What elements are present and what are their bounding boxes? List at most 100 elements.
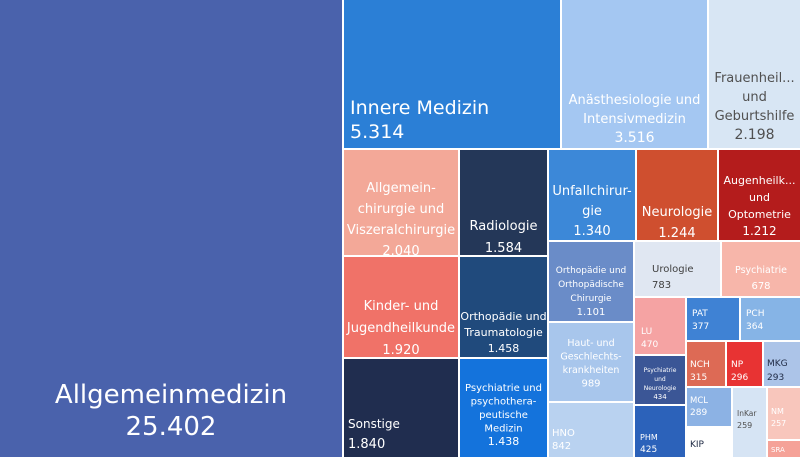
treemap-rect-orthopaedie-trauma [460, 257, 547, 357]
treemap-rect-sonstige [344, 359, 458, 457]
treemap-value-nm: 257 [771, 419, 786, 428]
treemap-label-orthopaedie-chirurgie: Orthopädische [558, 280, 624, 290]
treemap-label-psych-neuro: Psychiatrie [644, 367, 677, 374]
treemap-label-anaesthesiologie: Anästhesiologie und [569, 93, 701, 108]
treemap-label-orthopaedie-chirurgie: Orthopädie und [556, 266, 626, 276]
treemap-rect-nm [768, 388, 800, 439]
treemap-label-kinder-jugend: Kinder- und [364, 299, 439, 314]
treemap-tile-neurologie: Neurologie 1.244 [637, 150, 717, 241]
treemap-label-psychiatrie-psychotherapie: Psychiatrie und [465, 383, 542, 394]
treemap-label-unfallchirurgie: Unfallchirur- [552, 184, 632, 199]
treemap-rect-urologie [635, 242, 720, 296]
treemap-label-nm: NM [771, 407, 784, 416]
treemap-rect-kip [687, 428, 731, 457]
treemap-tile-sra: SRA [768, 441, 800, 457]
treemap-tile-hno: HNO 842 [549, 403, 633, 457]
treemap-value-mkg: 293 [767, 373, 784, 383]
treemap-label-frauenheilkunde: Geburtshilfe [715, 109, 795, 124]
treemap-tile-pat: PAT 377 [687, 298, 739, 340]
treemap-rect-allgemeinmedizin [0, 0, 342, 457]
treemap-label-orthopaedie-trauma: Traumatologie [463, 326, 543, 339]
treemap-rect-np [727, 342, 762, 386]
treemap-tile-mcl: MCL 289 [687, 388, 731, 426]
treemap-value-sonstige: 1.840 [348, 437, 385, 452]
treemap-label-frauenheilkunde: und [742, 90, 767, 105]
treemap-tile-radiologie: Radiologie 1.584 [460, 150, 547, 256]
treemap-value-np: 296 [731, 373, 748, 383]
treemap-rect-haut [549, 323, 633, 401]
treemap-tile-pch: PCH 364 [741, 298, 800, 340]
treemap-label-kip: KIP [690, 440, 705, 450]
treemap-label-allgemeinchirurgie: Allgemein- [366, 181, 436, 196]
treemap-label-psychiatrie-psychotherapie: Medizin [484, 424, 522, 435]
treemap-label-haut: krankheiten [563, 365, 620, 376]
treemap-label-allgemeinchirurgie: chirurgie und [358, 202, 444, 217]
treemap-rect-innere-medizin [344, 0, 560, 148]
treemap-label-psych-neuro: und [654, 376, 666, 383]
treemap-label-nch: NCH [690, 360, 710, 370]
treemap-label-augenheilkunde: und [749, 191, 770, 204]
treemap-tile-unfallchirurgie: Unfallchirur-gie 1.340 [549, 150, 635, 240]
treemap-tile-psychiatrie: Psychiatrie 678 [722, 242, 800, 296]
treemap-tile-inkar: InKar 259 [733, 388, 766, 457]
treemap-value-kinder-jugend: 1.920 [382, 343, 419, 358]
treemap-tile-phm: PHM 425 [635, 406, 685, 457]
treemap-label-urologie: Urologie [652, 264, 694, 275]
treemap-label-kinder-jugend: Jugendheilkunde [346, 321, 455, 336]
treemap-label-mcl: MCL [690, 396, 708, 406]
treemap-rect-nch [687, 342, 725, 386]
treemap-value-pat: 377 [692, 322, 709, 332]
treemap-tile-anaesthesiologie: Anästhesiologie und Intensivmedizin 3.516 [562, 0, 707, 148]
treemap-value-phm: 425 [640, 445, 657, 455]
treemap-label-sra: SRA [771, 446, 785, 454]
treemap-label-haut: Geschlechts- [560, 352, 621, 363]
treemap-value-augenheilkunde: 1.212 [742, 224, 776, 238]
treemap-rect-anaesthesiologie [562, 0, 707, 148]
treemap-tile-orthopaedie-trauma: Orthopädie und Traumatologie 1.458 [460, 257, 547, 357]
treemap-label-pat: PAT [692, 309, 708, 319]
treemap-rect-psychiatrie-psychotherapie [460, 359, 547, 457]
treemap-rect-mkg [764, 342, 800, 386]
treemap-tile-kinder-jugend: Kinder- und Jugendheilkunde 1.920 [344, 257, 458, 358]
treemap-value-unfallchirurgie: 1.340 [573, 224, 610, 239]
treemap-label-np: NP [731, 360, 744, 370]
treemap-value-frauenheilkunde: 2.198 [734, 127, 774, 143]
treemap-label-lu: LU [641, 327, 652, 337]
treemap-value-nch: 315 [690, 373, 707, 383]
treemap-tile-nch: NCH 315 [687, 342, 725, 386]
treemap-label-pch: PCH [746, 309, 764, 319]
treemap-value-radiologie: 1.584 [485, 241, 522, 256]
treemap-label-psychiatrie-psychotherapie: psychothera- [471, 397, 537, 408]
treemap-label-orthopaedie-chirurgie: Chirurgie [570, 294, 612, 304]
treemap-label-sonstige: Sonstige [348, 417, 400, 431]
treemap-tile-nm: NM 257 [768, 388, 800, 439]
treemap-tile-augenheilkunde: Augenheilk... und Optometrie 1.212 [719, 150, 800, 240]
treemap-value-urologie: 783 [652, 280, 671, 291]
treemap-value-mcl: 289 [690, 408, 707, 418]
treemap-tile-lu: LU 470 [635, 298, 685, 354]
treemap-value-inkar: 259 [737, 421, 752, 430]
treemap-rect-neurologie [637, 150, 717, 240]
treemap-tile-psychiatrie-psychotherapie: Psychiatrie und psychothera-peutische Medi… [460, 359, 547, 457]
treemap-value-psychiatrie-psychotherapie: 1.438 [488, 435, 520, 448]
treemap-value-allgemeinmedizin: 25.402 [126, 412, 217, 442]
treemap-tile-np: NP 296 [727, 342, 762, 386]
treemap-rect-phm [635, 406, 685, 457]
treemap-rect-pat [687, 298, 739, 340]
treemap-rect-sra [768, 441, 800, 457]
treemap-tile-sonstige: Sonstige 1.840 [344, 359, 458, 457]
treemap-value-neurologie: 1.244 [658, 226, 695, 241]
treemap-tile-frauenheilkunde: Frauenheil... und Geburtshilfe 2.198 [709, 0, 800, 148]
treemap-label-hno: HNO [552, 428, 575, 439]
treemap-value-psychiatrie: 678 [751, 281, 770, 292]
treemap-label-psychiatrie: Psychiatrie [735, 265, 787, 276]
treemap-label-radiologie: Radiologie [470, 219, 538, 234]
treemap-rect-radiologie [460, 150, 547, 255]
treemap-rect-orthopaedie-chirurgie [549, 242, 633, 321]
treemap-label-unfallchirurgie: gie [582, 204, 602, 219]
treemap-rect-lu [635, 298, 685, 354]
treemap-label-phm: PHM [640, 433, 658, 442]
